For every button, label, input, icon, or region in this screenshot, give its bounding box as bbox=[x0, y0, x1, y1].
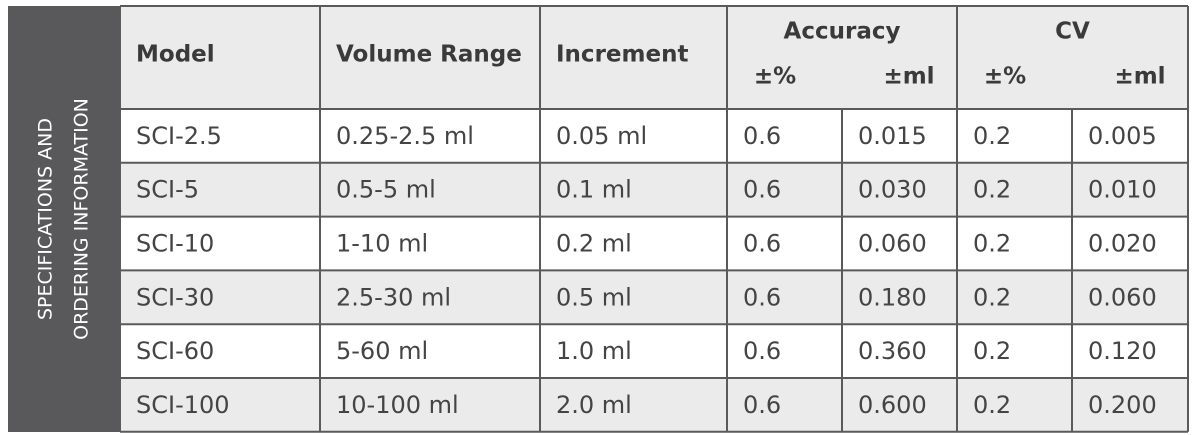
table-cell: 1.0 ml bbox=[556, 337, 632, 365]
table-cell: 0.600 bbox=[858, 391, 927, 419]
table-cell: 0.060 bbox=[1088, 283, 1157, 311]
table-cell: 0.5-5 ml bbox=[336, 176, 436, 204]
sidebar-text: SPECIFICATIONS AND bbox=[35, 118, 57, 320]
table-cell: 0.005 bbox=[1088, 122, 1157, 150]
row-bg bbox=[120, 270, 1188, 325]
header-bg bbox=[120, 6, 1188, 109]
table-cell: SCI-30 bbox=[136, 283, 214, 311]
sub-header: ±ml bbox=[883, 64, 934, 90]
table-cell: 0.6 bbox=[743, 176, 781, 204]
table-cell: 0.020 bbox=[1088, 230, 1157, 258]
sidebar-text: ORDERING INFORMATION bbox=[71, 98, 93, 340]
group-header: Accuracy bbox=[784, 19, 901, 45]
sub-header: ±% bbox=[754, 64, 796, 90]
table-cell: 0.2 ml bbox=[556, 230, 632, 258]
table-cell: 1-10 ml bbox=[336, 230, 428, 258]
sub-header: ±% bbox=[984, 64, 1026, 90]
row-bg bbox=[120, 324, 1188, 378]
table-cell: 0.2 bbox=[973, 122, 1011, 150]
row-bg bbox=[120, 378, 1188, 432]
table-cell: SCI-2.5 bbox=[136, 122, 222, 150]
row-bg bbox=[120, 162, 1188, 217]
table-cell: 0.360 bbox=[858, 337, 927, 365]
table-cell: 0.200 bbox=[1088, 391, 1157, 419]
table-cell: 0.05 ml bbox=[556, 122, 647, 150]
table-cell: SCI-5 bbox=[136, 176, 199, 204]
table-cell: 2.5-30 ml bbox=[336, 283, 451, 311]
table-cell: 0.6 bbox=[743, 230, 781, 258]
sub-header: ±ml bbox=[1114, 64, 1165, 90]
table-cell: 0.180 bbox=[858, 283, 927, 311]
sidebar bbox=[8, 6, 120, 432]
table-cell: 0.6 bbox=[743, 122, 781, 150]
table-cell: 0.2 bbox=[973, 391, 1011, 419]
table-cell: SCI-10 bbox=[136, 230, 214, 258]
table-cell: 0.2 bbox=[973, 283, 1011, 311]
group-header: CV bbox=[1055, 19, 1090, 45]
row-bg bbox=[120, 109, 1188, 163]
table-cell: 0.030 bbox=[858, 176, 927, 204]
table-cell: SCI-100 bbox=[136, 391, 230, 419]
table-cell: 0.6 bbox=[743, 337, 781, 365]
table-cell: SCI-60 bbox=[136, 337, 214, 365]
table-cell: 0.6 bbox=[743, 391, 781, 419]
row-bg bbox=[120, 216, 1188, 271]
column-header: Volume Range bbox=[336, 42, 522, 68]
table-cell: 0.010 bbox=[1088, 176, 1157, 204]
table-cell: 0.060 bbox=[858, 230, 927, 258]
table-cell: 0.015 bbox=[858, 122, 927, 150]
table-cell: 0.2 bbox=[973, 337, 1011, 365]
column-header: Increment bbox=[556, 42, 688, 68]
column-header: Model bbox=[136, 42, 215, 68]
table-cell: 0.2 bbox=[973, 230, 1011, 258]
table-cell: 0.6 bbox=[743, 283, 781, 311]
table-cell: 10-100 ml bbox=[336, 391, 459, 419]
table-cell: 0.25-2.5 ml bbox=[336, 122, 474, 150]
table-cell: 0.120 bbox=[1088, 337, 1157, 365]
table-cell: 5-60 ml bbox=[336, 337, 428, 365]
table-cell: 0.1 ml bbox=[556, 176, 632, 204]
table-cell: 2.0 ml bbox=[556, 391, 632, 419]
table-cell: 0.2 bbox=[973, 176, 1011, 204]
table-cell: 0.5 ml bbox=[556, 283, 632, 311]
